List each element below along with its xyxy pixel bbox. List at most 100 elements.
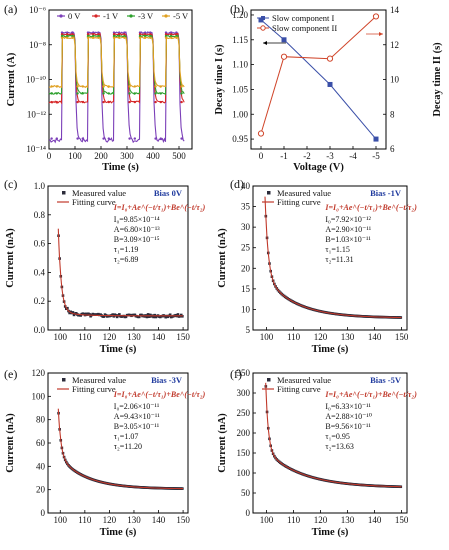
series-marker xyxy=(144,36,147,39)
series-marker xyxy=(154,100,157,104)
series-marker xyxy=(170,31,173,34)
series-marker xyxy=(138,33,142,36)
x-tick-label: 110 xyxy=(78,332,92,342)
x-axis-label: Voltage (V) xyxy=(293,162,344,173)
x-tick-label: -4 xyxy=(349,151,357,161)
y-tick-label: 35 xyxy=(241,202,251,212)
legend-label: Measured value xyxy=(277,188,331,198)
series-marker xyxy=(107,100,111,104)
fitting-curve xyxy=(57,408,183,490)
x-tick-label: 130 xyxy=(341,332,355,342)
legend-label: -3 V xyxy=(138,11,154,21)
x-tick-label: 140 xyxy=(152,332,166,342)
legend-marker xyxy=(260,25,266,31)
x-tick-label: 110 xyxy=(78,515,92,525)
series-marker xyxy=(164,33,168,36)
fit-parameter: I₀=7.92×10⁻¹² xyxy=(325,215,371,224)
series-marker xyxy=(133,92,136,95)
series-marker xyxy=(159,85,162,88)
measured-point xyxy=(147,315,151,318)
series-marker xyxy=(55,137,58,140)
series-marker xyxy=(175,33,178,36)
y-tick-label: 50 xyxy=(241,488,251,498)
x-axis-label: Time (s) xyxy=(312,344,349,355)
panel-d: (d) 100 110 120 130 140 150 5 10 15 20 25 30 35 40 Time… xyxy=(217,177,417,355)
y-tick-label: 150 xyxy=(237,448,251,458)
fit-parameter: B=3.09×10⁻¹⁵ xyxy=(114,235,160,244)
panel-label: (f) xyxy=(230,367,242,381)
series-marker xyxy=(170,33,173,36)
y-tick-label: 350 xyxy=(237,368,251,378)
data-point-square xyxy=(373,136,379,142)
x-tick-label: 120 xyxy=(103,332,117,342)
series-marker xyxy=(92,31,95,34)
series-marker xyxy=(180,137,183,140)
series-marker xyxy=(55,92,58,95)
panel-label: (d) xyxy=(230,177,244,191)
fit-parameter: τ₂=11.31 xyxy=(325,255,353,264)
y-tick-label: 100 xyxy=(32,391,46,401)
panel-a: (a) 0 100 200 300 400 500 10⁻¹⁴ 10⁻¹² 10⁻¹⁰ 10⁻⁸ 10… xyxy=(4,2,193,173)
fit-equation: I=I₀+Ae^(−t/τ₁)+Be^(−t/τ₂) xyxy=(113,390,206,399)
x-tick-label: 150 xyxy=(395,515,409,525)
panel-e: (e) 100 110 120 130 140 150 0 20 40 60 80 100 120 Time… xyxy=(4,367,206,538)
x-tick-label: 0 xyxy=(47,151,52,161)
measured-point xyxy=(112,315,116,318)
measured-point xyxy=(118,313,121,316)
x-tick-label: 140 xyxy=(152,515,166,525)
series-marker xyxy=(102,85,105,88)
y-tick-label: 0.0 xyxy=(34,325,46,335)
series-marker xyxy=(107,85,111,88)
legend-label: Fitting curve xyxy=(277,384,321,394)
legend-marker xyxy=(164,14,168,18)
data-point-circle xyxy=(372,13,380,20)
series-marker xyxy=(175,36,178,39)
series-marker xyxy=(149,34,152,38)
fit-parameter: B=3.05×10⁻¹¹ xyxy=(114,422,160,431)
y-tick-label: 0.4 xyxy=(34,267,46,277)
y-tick-label: 30 xyxy=(241,222,251,232)
legend-label: Measured value xyxy=(72,375,126,385)
y-tick-label: 10⁻¹² xyxy=(27,109,46,119)
series-marker xyxy=(128,85,131,88)
x-tick-label: 400 xyxy=(146,151,160,161)
fit-parameter: A=6.80×10⁻¹³ xyxy=(114,225,160,234)
y-axis-label: Current (nA) xyxy=(5,413,16,473)
y-tick-label: 0.6 xyxy=(34,239,46,249)
y-axis-label: Current (nA) xyxy=(217,228,228,288)
series-marker xyxy=(133,85,136,88)
series-marker xyxy=(164,31,168,34)
x-tick-label: 120 xyxy=(314,332,328,342)
x-tick-label: 500 xyxy=(172,151,186,161)
legend-marker xyxy=(62,191,66,195)
series-marker xyxy=(144,31,147,34)
x-axis-label: Time (s) xyxy=(100,527,137,538)
series-marker xyxy=(71,34,74,38)
fit-parameter: I₀=2.06×10⁻¹¹ xyxy=(114,402,160,411)
series-marker xyxy=(123,33,126,36)
series-marker xyxy=(71,31,74,34)
fit-parameter: τ₂=13.63 xyxy=(325,442,354,451)
y-tick-label: 1.05 xyxy=(232,84,248,94)
series-marker xyxy=(112,34,116,38)
x-tick-label: 130 xyxy=(127,332,141,342)
y-tick-label: 10⁻⁶ xyxy=(29,5,46,15)
fit-parameter: τ₁=1.19 xyxy=(114,245,139,254)
arrowhead-left-icon xyxy=(263,41,267,45)
series-marker xyxy=(138,31,142,34)
legend-label: Measured value xyxy=(72,188,126,198)
fit-equation: I=I₀+Ae^(−t/τ₁)+Be^(−t/τ₂) xyxy=(324,390,417,399)
fit-parameter: B=1.03×10⁻¹¹ xyxy=(325,235,371,244)
y-tick-label: 1.20 xyxy=(232,10,248,20)
series-marker xyxy=(86,31,90,34)
x-tick-label: 300 xyxy=(120,151,134,161)
series-line-0 xyxy=(48,31,185,144)
measured-point xyxy=(66,306,69,310)
measured-point xyxy=(71,311,75,314)
bias-label: Bias -5V xyxy=(370,375,402,385)
x-axis-label: Time (s) xyxy=(312,527,349,538)
legend-label: -5 V xyxy=(173,11,189,21)
series-marker xyxy=(50,100,53,104)
series-marker xyxy=(149,36,152,39)
